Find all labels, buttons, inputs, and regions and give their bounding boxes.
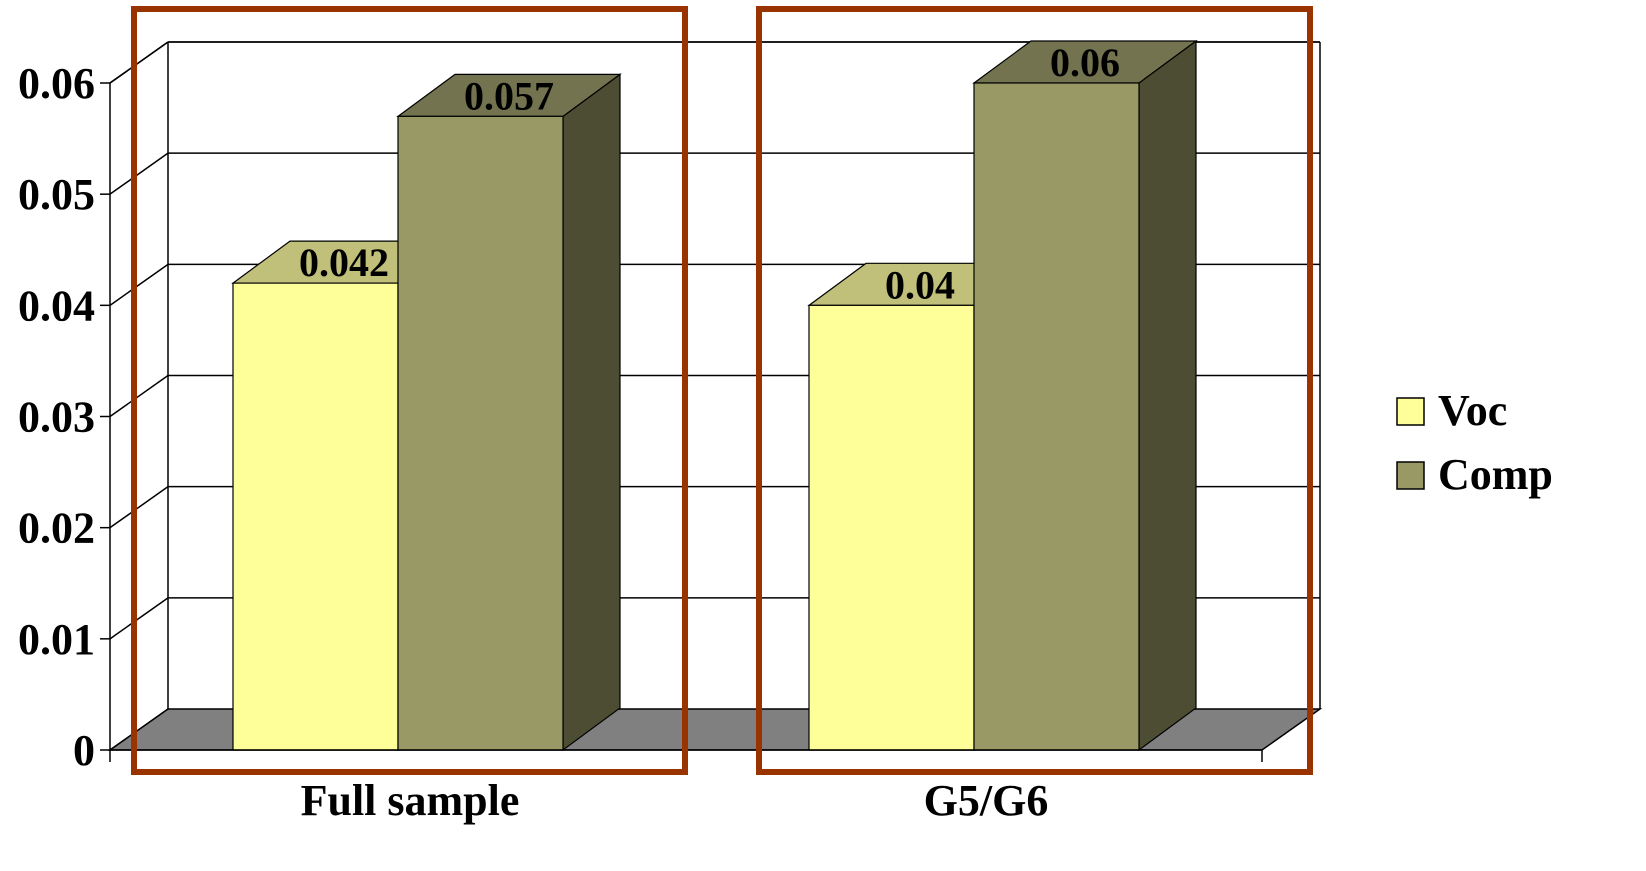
gridline-side-4 [109,263,169,306]
y-tick-label-5: 0.05 [18,170,95,219]
x-category-label-0: Full sample [301,776,520,825]
bar-g5-g6-voc-front [808,304,975,751]
bar-full-sample-comp-side [562,73,621,752]
bar-full-sample-comp [396,73,622,752]
bar-g5-g6-comp-front [973,82,1140,751]
gridline-side-1 [109,597,169,640]
data-label-g5-g6-voc: 0.04 [885,262,955,307]
data-label-g5-g6-comp: 0.06 [1050,40,1120,85]
y-tick-label-3: 0.03 [18,393,95,442]
bar-full-sample-comp-front [397,115,564,751]
highlight-box-g5-g6 [756,6,1313,775]
legend: Voc Comp [1396,386,1553,499]
y-tick-label-6: 0.06 [18,59,95,108]
highlight-box-full-sample [131,6,688,775]
gridline-side-2 [109,486,169,529]
bars [231,39,1198,752]
data-label-full-sample-voc: 0.042 [299,240,389,285]
legend-label-voc: Voc [1438,386,1507,435]
legend-label-comp: Comp [1438,450,1553,499]
y-tick-label-2: 0.02 [18,504,95,553]
y-tick-label-1: 0.01 [18,615,95,664]
bar-g5-g6-comp [972,39,1198,752]
legend-swatch-comp [1396,461,1425,490]
legend-swatch-voc [1396,397,1425,426]
axes: 0 0.01 0.02 0.03 0.04 0.05 0.06 Full sample G5/G… [18,59,1263,825]
gridline-side-5 [109,152,169,195]
data-labels: 0.042 0.057 0.04 0.06 [299,40,1120,307]
gridline-side-3 [109,374,169,418]
gridline-side-6 [109,41,169,84]
bar-g5-g6-comp-side [1138,39,1197,752]
highlight-boxes [131,6,1313,775]
y-tick-label-4: 0.04 [18,281,95,330]
x-category-label-1: G5/G6 [924,776,1049,825]
y-tick-label-0: 0 [73,726,95,775]
data-label-full-sample-comp: 0.057 [464,73,554,118]
bar-full-sample-voc-front [232,282,399,751]
